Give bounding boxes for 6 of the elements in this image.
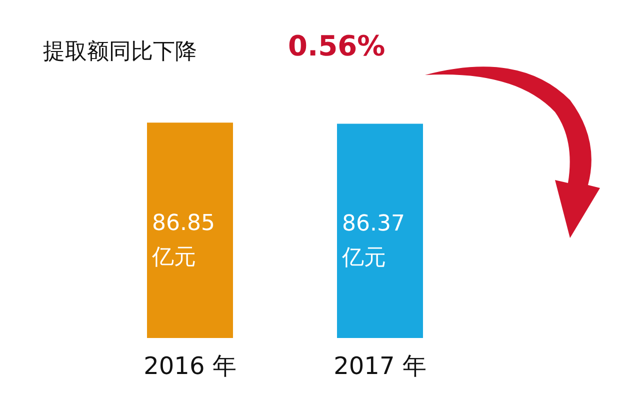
chart-title: 提取额同比下降 — [43, 40, 197, 64]
data-label: 86.85 亿元 — [151, 210, 215, 270]
text: 0.56% — [288, 30, 386, 62]
x-tick-label: 2016 年 — [144, 352, 236, 380]
x-tick-label: 2017 年 — [334, 352, 426, 380]
data-label: 86.37 亿元 — [341, 211, 405, 270]
